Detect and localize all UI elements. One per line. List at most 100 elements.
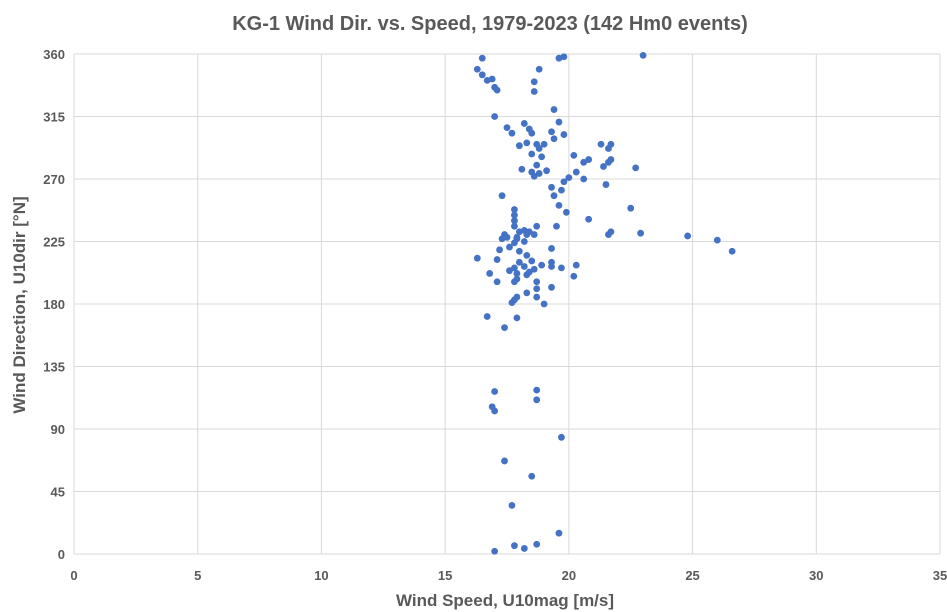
- x-tick-labels: 0 5 10 15 20 25 30 35: [70, 568, 947, 583]
- data-point: [550, 135, 558, 143]
- data-point: [473, 254, 481, 262]
- data-point: [728, 247, 736, 255]
- data-point: [560, 53, 568, 61]
- data-point: [498, 192, 506, 200]
- y-tick-labels: 0 45 90 135 180 225 270 315 360: [43, 47, 65, 562]
- data-point: [602, 181, 610, 188]
- x-tick-label: 35: [933, 568, 947, 583]
- data-point: [530, 78, 538, 86]
- data-point: [538, 153, 546, 161]
- data-point: [530, 172, 538, 180]
- data-point: [533, 386, 541, 394]
- data-point: [515, 247, 523, 255]
- data-point: [548, 245, 555, 252]
- data-point: [493, 278, 501, 286]
- data-point: [637, 229, 645, 237]
- data-point: [560, 178, 568, 186]
- x-tick-label: 0: [70, 568, 77, 583]
- y-tick-label: 315: [43, 110, 65, 125]
- data-point: [572, 261, 580, 269]
- data-point: [483, 313, 491, 320]
- x-axis-label: Wind Speed, U10mag [m/s]: [396, 591, 614, 610]
- data-point: [540, 300, 548, 308]
- data-point: [558, 186, 565, 194]
- data-point: [538, 261, 546, 269]
- data-point: [555, 118, 563, 126]
- data-point: [530, 265, 538, 273]
- data-point: [488, 75, 496, 83]
- y-tick-label: 225: [43, 235, 65, 250]
- data-point: [555, 201, 563, 209]
- data-point: [523, 251, 531, 259]
- data-point: [533, 278, 541, 286]
- data-point: [520, 263, 528, 270]
- x-tick-label: 10: [314, 568, 328, 583]
- data-point: [511, 217, 518, 225]
- data-point: [511, 542, 518, 550]
- data-point: [491, 407, 499, 415]
- data-point: [607, 140, 615, 148]
- data-point: [533, 396, 541, 404]
- y-tick-label: 270: [43, 172, 65, 187]
- data-point: [511, 222, 518, 230]
- data-point: [508, 129, 516, 137]
- y-tick-label: 135: [43, 360, 65, 375]
- y-tick-label: 180: [43, 297, 65, 312]
- data-point: [478, 71, 486, 79]
- data-point: [528, 150, 536, 158]
- data-point: [473, 65, 481, 73]
- data-point: [553, 222, 560, 230]
- x-tick-label: 15: [438, 568, 452, 583]
- y-tick-label: 0: [58, 547, 65, 562]
- data-point: [520, 545, 528, 552]
- y-gridlines: [74, 53, 940, 555]
- data-point: [607, 156, 615, 163]
- data-point: [555, 529, 563, 537]
- data-point: [639, 51, 647, 59]
- data-point: [530, 231, 538, 238]
- x-tick-label: 25: [685, 568, 699, 583]
- data-point: [558, 433, 565, 441]
- data-point: [515, 142, 523, 150]
- data-point: [515, 258, 523, 266]
- data-point: [548, 263, 555, 270]
- data-point: [585, 215, 593, 223]
- data-point: [684, 232, 692, 240]
- data-point: [508, 501, 516, 509]
- data-point: [533, 285, 541, 293]
- y-tick-label: 90: [51, 422, 65, 437]
- data-point: [548, 283, 555, 291]
- data-point: [513, 293, 521, 301]
- data-point: [506, 243, 513, 251]
- data-point: [520, 238, 528, 245]
- data-point: [533, 161, 541, 169]
- data-point: [535, 170, 543, 177]
- data-point: [528, 129, 536, 137]
- data-point: [525, 228, 533, 236]
- data-point: [503, 124, 511, 132]
- data-point: [580, 175, 588, 183]
- data-point: [605, 231, 612, 238]
- data-point: [597, 140, 605, 148]
- data-point: [523, 139, 531, 147]
- data-point: [548, 128, 555, 136]
- data-point: [511, 264, 518, 272]
- data-point: [486, 270, 494, 277]
- data-point: [562, 208, 570, 216]
- data-point: [550, 192, 558, 200]
- data-point: [501, 324, 508, 332]
- data-point: [523, 289, 531, 297]
- y-tick-label: 45: [51, 485, 65, 500]
- data-point: [513, 314, 521, 322]
- data-point: [503, 233, 511, 241]
- data-point: [550, 106, 558, 113]
- y-axis-label: Wind Direction, U10dir [°N]: [10, 196, 29, 413]
- data-point: [600, 163, 607, 170]
- data-point: [491, 113, 499, 120]
- data-point: [540, 140, 548, 148]
- data-point: [518, 165, 526, 173]
- data-point: [713, 236, 721, 244]
- data-point: [491, 388, 499, 395]
